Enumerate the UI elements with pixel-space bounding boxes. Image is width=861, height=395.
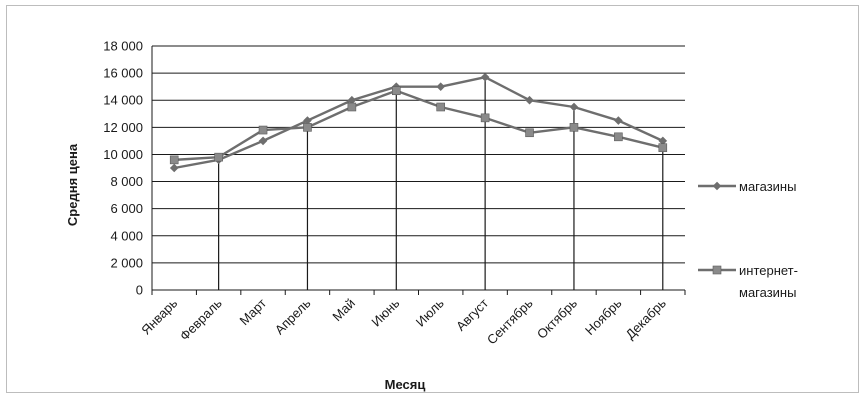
point-marker: [569, 123, 579, 132]
series-line-2: [174, 89, 664, 162]
y-tick-label: 2 000: [110, 255, 143, 270]
point-marker: [525, 128, 534, 138]
point-marker: [258, 125, 268, 135]
point-marker: [169, 155, 179, 165]
y-tick-label: 0: [136, 283, 143, 298]
point-marker: [214, 152, 223, 162]
series-line-1: [173, 75, 664, 170]
point-marker: [169, 163, 179, 173]
x-tick-label: Октябрь: [534, 295, 580, 341]
point-marker: [258, 136, 268, 146]
y-tick-labels: 0 2 000 4 000 6 000 8 000 10 000 12 000 14 000 1…: [103, 39, 143, 298]
legend-marker-square: [712, 265, 722, 275]
point-marker: [347, 102, 357, 112]
legend-label-2: магазины: [739, 285, 796, 300]
point-marker: [525, 95, 534, 105]
point-marker: [436, 82, 446, 91]
grid-lines: [151, 45, 686, 295]
x-tick-label: Январь: [138, 295, 180, 337]
y-tick-label: 6 000: [110, 201, 143, 216]
x-tick-label: Февраль: [177, 295, 225, 343]
x-tick-label: Сентябрь: [484, 295, 536, 347]
point-marker: [569, 102, 579, 112]
point-marker: [436, 102, 446, 112]
point-marker: [614, 132, 623, 142]
legend-label-1: магазины: [739, 179, 796, 194]
y-tick-label: 10 000: [103, 147, 143, 162]
x-tick-label: Декабрь: [622, 295, 669, 342]
legend-label-2: интернет-: [739, 263, 798, 278]
point-marker: [391, 86, 401, 96]
point-marker: [303, 123, 312, 132]
x-axis-title: Месяц: [385, 377, 426, 392]
x-tick-label: Ноябрь: [582, 295, 625, 338]
y-tick-label: 18 000: [103, 39, 143, 54]
chart-frame: [6, 5, 859, 393]
x-tick-label: Май: [329, 296, 358, 325]
point-marker: [614, 116, 623, 125]
y-tick-label: 4 000: [110, 228, 143, 243]
point-marker: [658, 143, 668, 152]
series-markers: [169, 72, 668, 173]
x-tick-label: Июнь: [368, 295, 402, 329]
y-tick-label: 14 000: [103, 93, 143, 108]
y-tick-label: 12 000: [103, 120, 143, 135]
x-tick-label: Июль: [413, 295, 447, 329]
y-tick-label: 8 000: [110, 174, 143, 189]
y-axis-title: Средня цена: [65, 143, 80, 226]
x-tick-label: Август: [453, 295, 491, 333]
series-lines: [173, 75, 664, 170]
legend-marker-diamond: [712, 181, 722, 191]
y-tick-label: 16 000: [103, 66, 143, 81]
point-marker: [480, 113, 490, 123]
x-tick-label: Март: [237, 295, 270, 328]
point-marker: [480, 72, 490, 82]
legend: магазины интернет-магазины: [698, 179, 798, 300]
x-tick-label: Апрель: [272, 295, 314, 337]
